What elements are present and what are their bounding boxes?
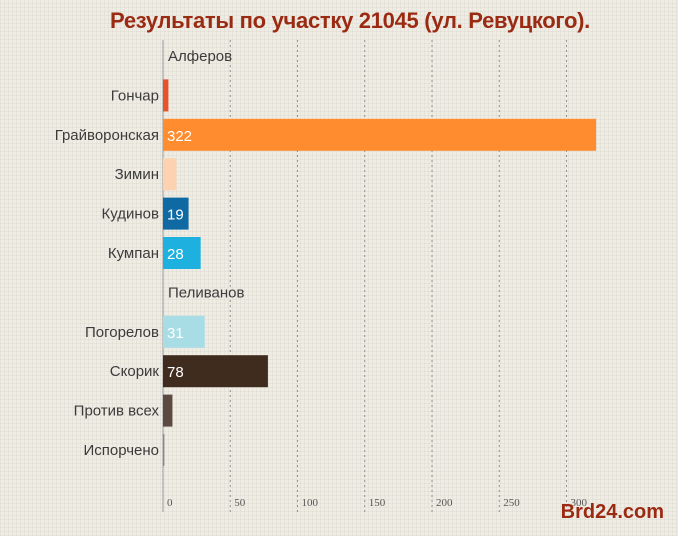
gridlines [162,40,567,512]
bar [163,237,201,269]
data-label: 322 [167,128,192,145]
x-tick-label: 150 [369,497,386,509]
bar [163,158,177,191]
data-label: 28 [167,246,184,263]
x-tick-label: 250 [503,497,520,509]
category-label: Испорчено [83,442,159,459]
data-label: 19 [167,207,184,224]
x-axis-ticks: 0 50 100 150 200 250 300 [167,497,588,509]
category-label: Пеливанов [168,284,245,301]
value-labels: 322 19 28 31 78 [167,128,192,381]
category-label: Зимин [115,166,159,183]
data-label: 78 [167,364,184,381]
category-label: Грайворонская [55,127,159,144]
category-label: Кудинов [102,206,159,223]
bar [163,315,205,348]
category-label: Алферов [168,48,232,65]
bar [163,355,268,388]
category-label: Гончар [111,87,159,104]
x-tick-label: 300 [571,497,588,509]
category-labels: Алферов Гончар Грайворонская Зимин Кудинов Ку… [55,48,245,459]
bar [163,434,165,466]
watermark: Brd24.com [560,501,664,523]
bars [163,79,597,466]
bar [163,118,597,151]
x-tick-label: 200 [436,497,453,509]
bar [163,197,189,230]
category-label: Кумпан [108,245,159,262]
bar [163,79,169,112]
data-label: 31 [167,325,184,342]
bar [163,394,173,427]
x-tick-label: 100 [302,497,319,509]
category-label: Погорелов [85,324,159,341]
category-label: Против всех [74,403,160,420]
x-tick-label: 0 [167,497,173,509]
x-tick-label: 50 [234,497,246,509]
chart-title: Результаты по участку 21045 (ул. Ревуцко… [110,8,590,33]
category-label: Скорик [110,363,160,380]
